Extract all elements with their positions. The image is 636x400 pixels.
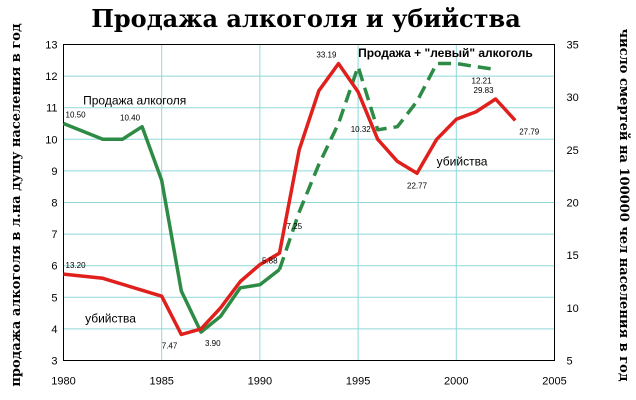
data-label: 5.88 (262, 256, 278, 265)
data-label: 10.32 (351, 125, 372, 134)
data-label: 13.20 (66, 261, 87, 270)
y-right-tick-label: 35 (567, 40, 579, 52)
data-label: 12.21 (472, 76, 493, 85)
y-left-tick-label: 6 (51, 261, 57, 273)
y-left-tick-label: 13 (45, 40, 57, 52)
x-tick-label: 1980 (51, 376, 75, 388)
y-right-tick-label: 15 (567, 250, 579, 262)
y-right-tick-label: 5 (567, 356, 573, 368)
data-label: 10.40 (120, 114, 141, 123)
y-right-tick-label: 10 (567, 303, 579, 315)
y-right-tick-label: 20 (567, 198, 579, 210)
annotations: Продажа алкоголя Продажа + "левый" алкого… (83, 46, 533, 325)
chart-title: Продажа алкоголя и убийства (91, 4, 521, 33)
series-layer (62, 61, 517, 337)
y-left-tick-label: 8 (51, 198, 57, 210)
data-label: 22.77 (407, 181, 428, 190)
y-axis-left-label: продажа алкоголя в л.на душу населения в… (9, 23, 24, 387)
y-left-tick-label: 10 (45, 134, 57, 146)
series-line-1 (62, 121, 281, 334)
y-left-tick-label: 5 (51, 292, 57, 304)
y-left-tick-label: 7 (51, 229, 57, 241)
data-label: 29.83 (474, 86, 495, 95)
annotation-label: Продажа алкоголя (83, 94, 186, 108)
annotation-label: убийства (85, 312, 136, 326)
data-label: 3.90 (205, 339, 221, 348)
y-left-tick-label: 9 (51, 166, 57, 178)
data-label: 27.79 (519, 127, 540, 136)
x-tick-label: 1995 (346, 376, 370, 388)
y-right-tick-label: 30 (567, 92, 579, 104)
plot-frame (63, 44, 555, 361)
y-left-tick-label: 12 (45, 71, 57, 83)
x-tick-label: 1985 (149, 376, 173, 388)
x-tick-label: 1990 (248, 376, 272, 388)
data-label: 10.50 (66, 111, 87, 120)
y-right-tick-label: 25 (567, 145, 579, 157)
annotation-label: Продажа + "левый" алкоголь (358, 46, 533, 60)
y-left-tick-label: 4 (51, 324, 57, 336)
y-axis-right-label: число смертей на 100000 чел населения в … (616, 29, 631, 382)
series-line-2 (277, 61, 496, 271)
series-line-3 (63, 61, 517, 337)
annotation-label: убийства (437, 155, 488, 169)
data-label: 7.25 (287, 222, 303, 231)
y-left-tick-label: 3 (51, 356, 57, 368)
data-labels: 10.50 10.40 3.90 5.88 7.25 10.32 12.21 13.20 7.4… (66, 51, 540, 351)
grid (63, 44, 555, 361)
x-tick-label: 2005 (542, 376, 566, 388)
data-label: 33.19 (316, 51, 337, 60)
data-label: 7.47 (162, 341, 178, 350)
y-left-tick-label: 11 (46, 103, 57, 115)
tick-labels: 1980 1985 1990 1995 2000 2005 3 4 5 6 7 8 9 10 11 12 13 5… (45, 40, 579, 388)
x-tick-label: 2000 (444, 376, 468, 388)
